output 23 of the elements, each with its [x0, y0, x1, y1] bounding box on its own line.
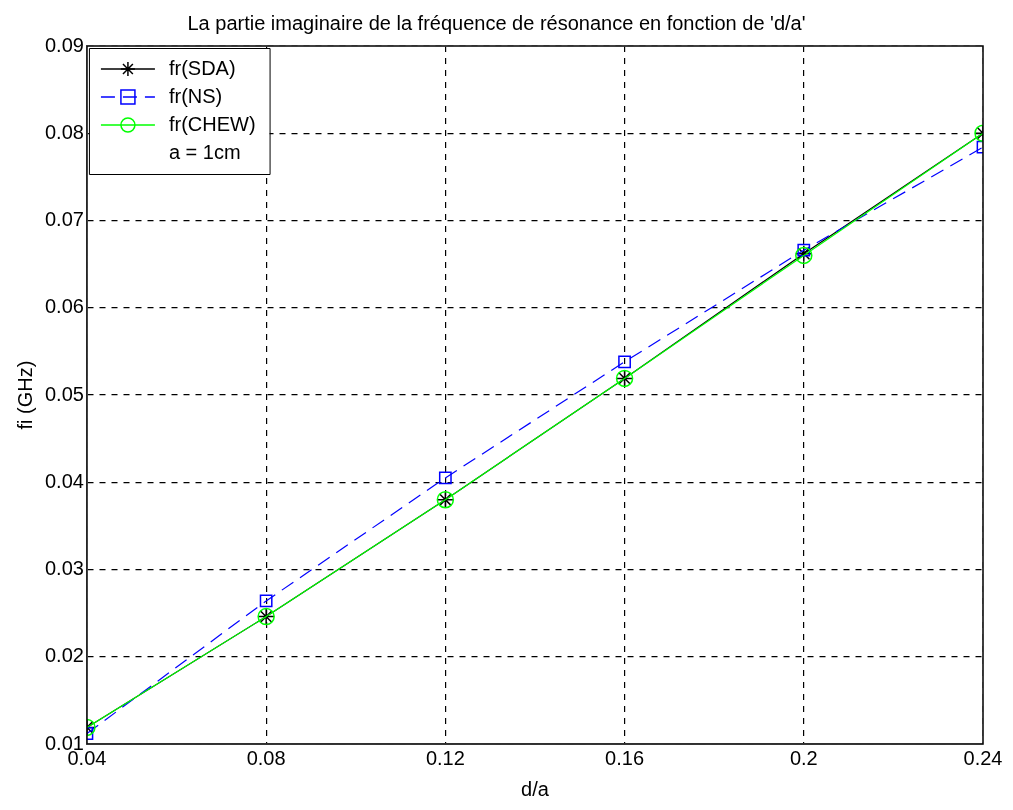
- legend-label: fr(SDA): [168, 56, 236, 79]
- y-tick-label: 0.02: [44, 644, 84, 667]
- chart-title: La partie imaginaire de la fréquence de résonance en fonction de 'd/a': [187, 11, 806, 34]
- point: [259, 594, 273, 608]
- y-tick-label: 0.04: [44, 469, 84, 492]
- x-tick-label: 0.12: [425, 746, 465, 769]
- x-tick-label: 0.16: [605, 746, 645, 769]
- y-tick-label: 0.06: [44, 295, 84, 318]
- y-tick-label: 0.08: [44, 120, 84, 143]
- x-tick-label: 0.24: [963, 746, 1003, 769]
- y-tick-label: 0.03: [44, 557, 84, 580]
- y-tick-label: 0.05: [44, 382, 84, 405]
- y-axis-title: fi (GHz): [13, 360, 36, 430]
- y-tick-label: 0.07: [44, 208, 84, 231]
- point: [438, 471, 452, 485]
- legend-label: fr(NS): [168, 84, 223, 107]
- x-axis-title: d/a: [521, 777, 550, 800]
- x-tick-label: 0.2: [789, 746, 818, 769]
- point: [618, 355, 631, 369]
- y-tick-label: 0.09: [44, 33, 84, 56]
- annotation: a = 1cm: [168, 140, 241, 163]
- x-tick-label: 0.08: [246, 746, 286, 769]
- legend-label: fr(CHEW): [168, 112, 256, 135]
